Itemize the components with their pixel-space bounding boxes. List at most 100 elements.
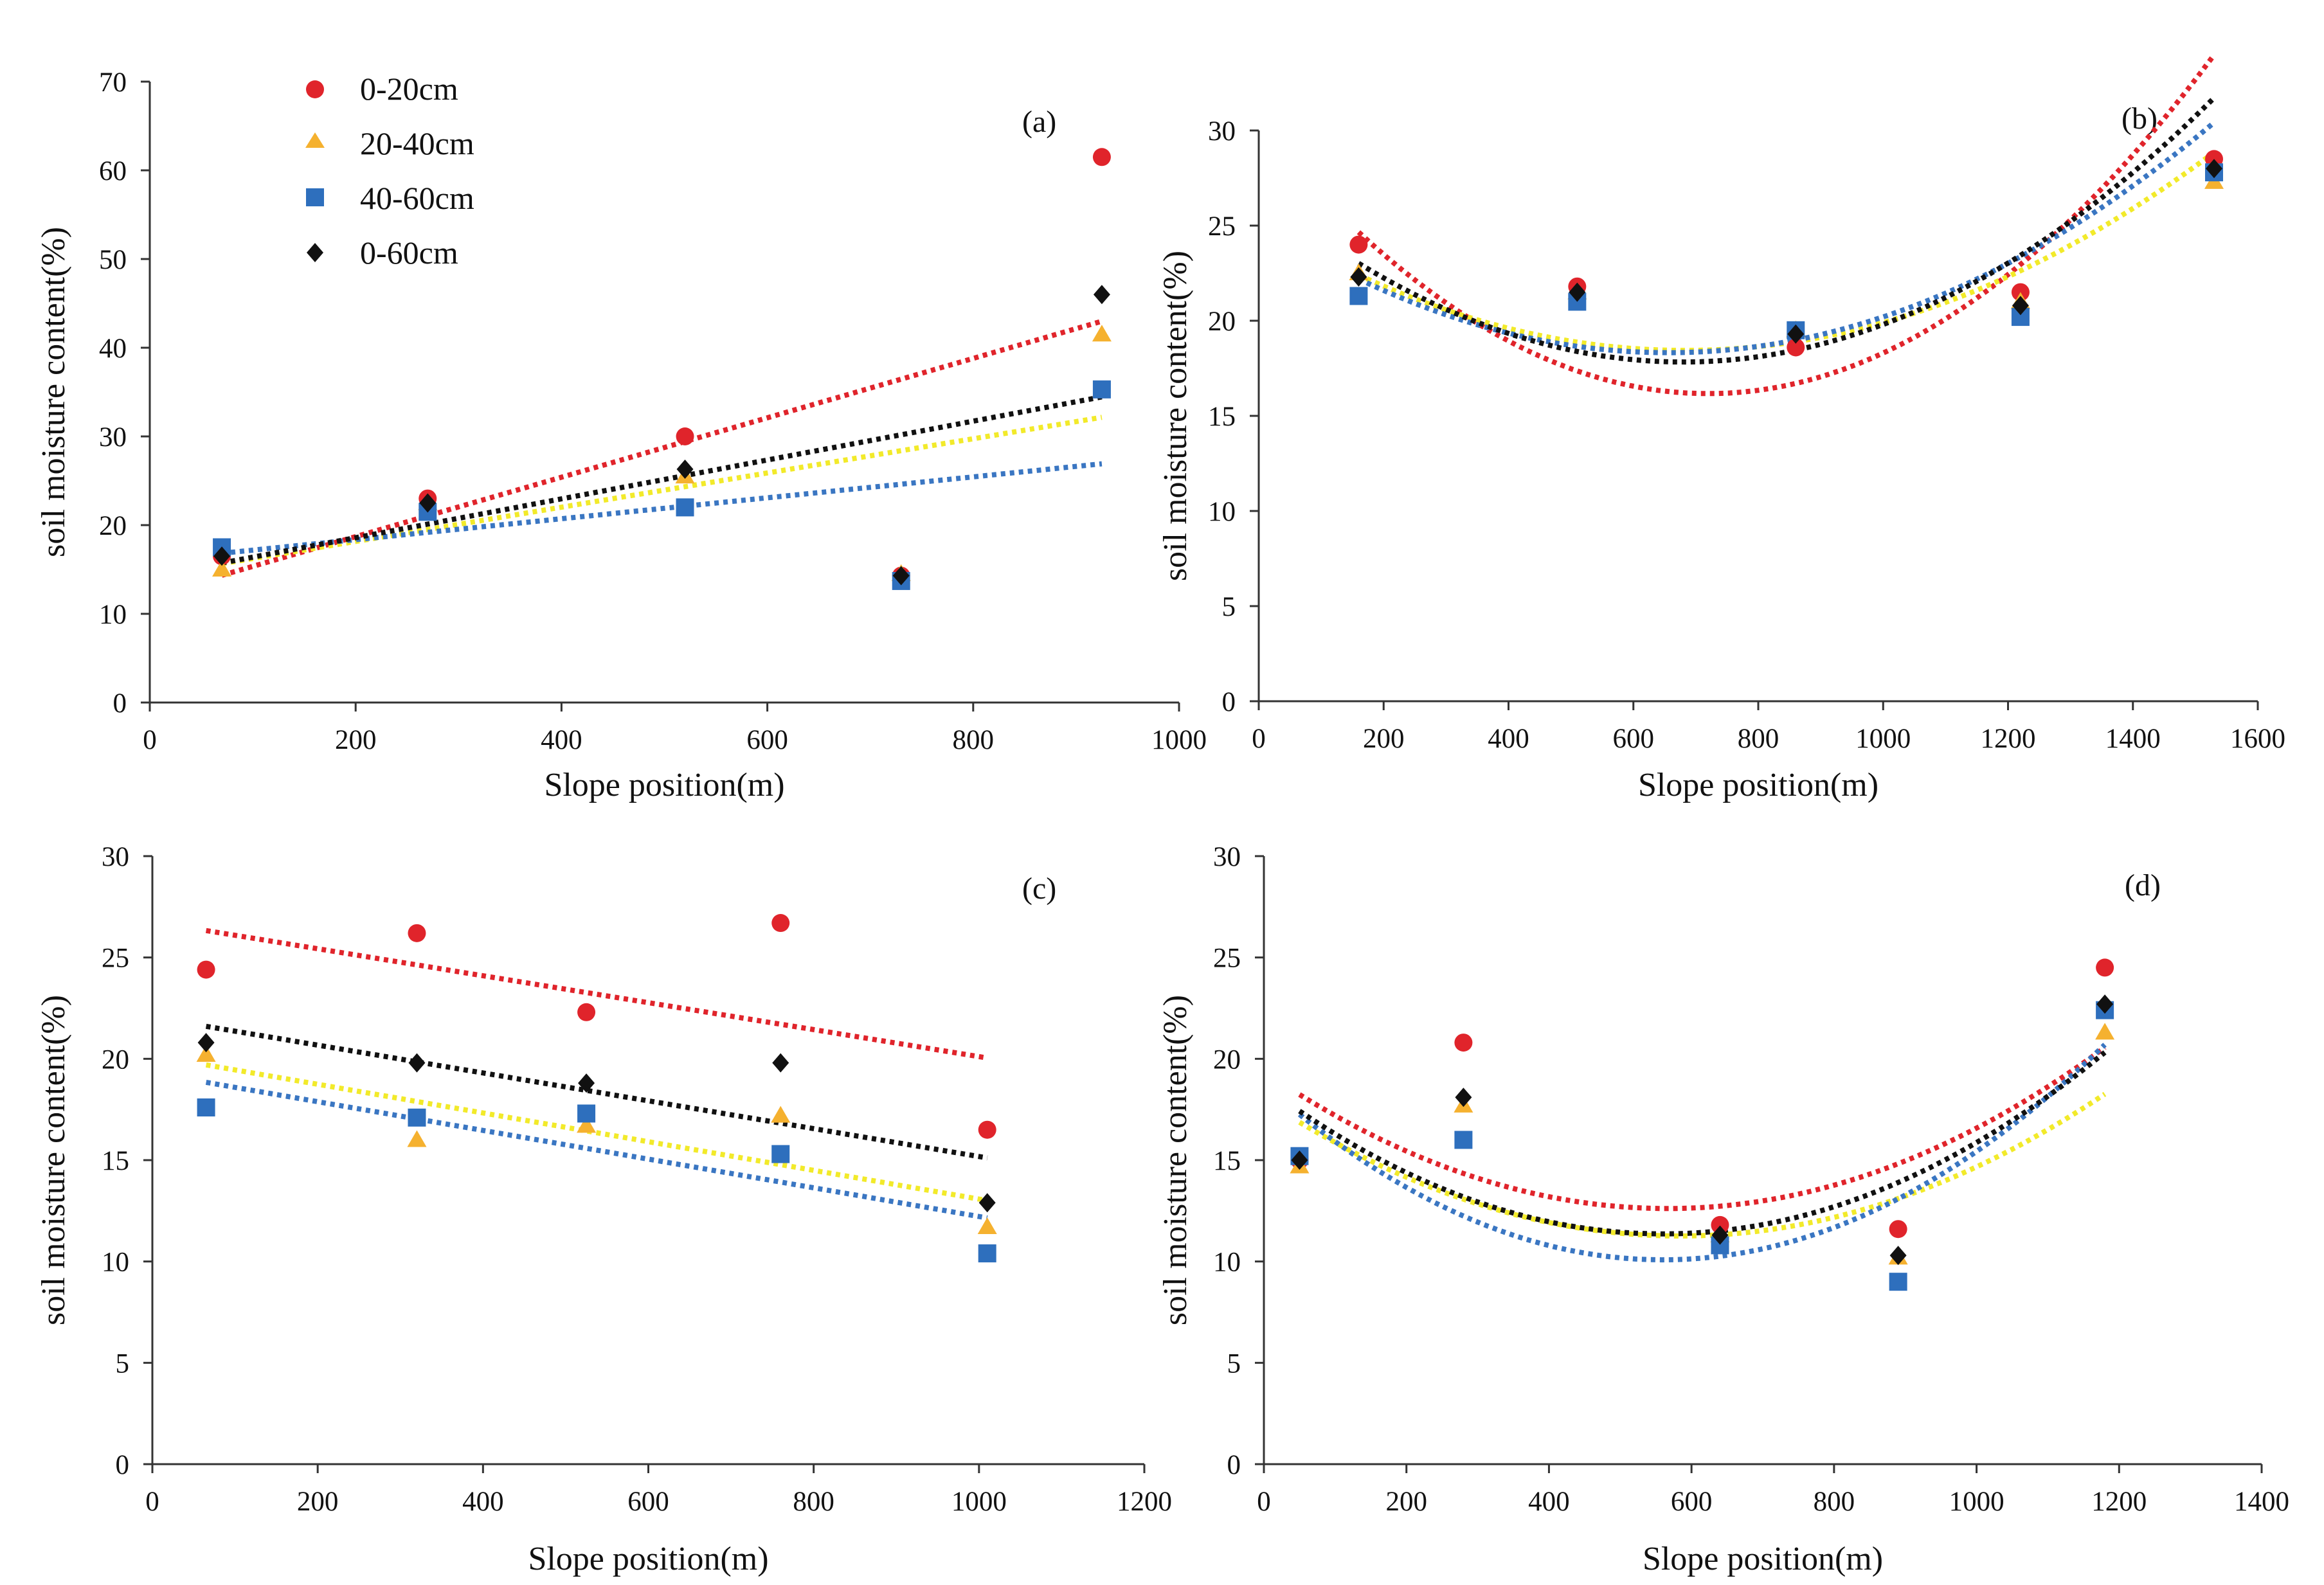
x-tick-label: 600 [746,725,788,755]
x-tick-label: 1400 [2234,1487,2289,1517]
data-point [1092,148,1111,166]
data-point [771,1145,790,1163]
y-tick-label: 25 [1213,944,1241,974]
data-point [2096,958,2114,977]
series-0-20cm [197,914,996,1139]
panel-label: (d) [2125,868,2161,902]
y-tick-label: 10 [1213,1248,1241,1278]
trendline-20-40cm [205,1062,988,1203]
data-point [771,1106,791,1123]
series-0-60cm [1291,994,2114,1266]
y-tick-label: 15 [1208,402,1236,432]
legend-label: 20-40cm [360,125,474,161]
data-point [676,460,694,479]
x-axis-title: Slope position(m) [1638,767,1878,803]
y-tick-label: 20 [102,1044,129,1075]
data-point [1889,1220,1907,1239]
x-tick-label: 0 [145,1487,159,1517]
series-40-60cm [197,1098,996,1263]
trendline-20-40cm [1298,1091,2107,1239]
data-point [977,1217,997,1235]
data-point [771,914,790,933]
y-axis-title: soil moisture content(%) [35,995,72,1325]
y-tick-label: 20 [1213,1044,1241,1075]
data-point [408,1053,426,1073]
chart-panel-d: 0 5 10 15 20 25 30 0 200 400 600 800 1000 1200 1400 Slo… [1157,842,2289,1577]
y-tick-label: 60 [99,156,127,186]
x-tick-label: 400 [1488,724,1529,754]
data-point [892,566,910,586]
x-tick-label: 1200 [1117,1487,1172,1517]
x-tick-label: 200 [1363,724,1405,754]
x-tick-label: 1000 [951,1487,1007,1517]
y-tick-label: 20 [1208,307,1236,337]
data-point [772,1053,789,1073]
y-axis-title: soil moisture content(%) [35,227,72,557]
y-tick-label: 70 [99,67,127,98]
data-point [196,1045,216,1062]
legend-marker-diamond [307,243,323,262]
data-point [676,427,694,445]
x-tick-label: 1600 [2230,724,2285,754]
trendline-40-60cm [205,1079,988,1221]
trendline-0-60cm [205,1023,988,1161]
series-0-60cm [197,1033,996,1213]
legend-marker-triangle [305,132,325,148]
data-point [676,498,694,517]
trendline-0-60cm [1298,1050,2107,1237]
x-tick-label: 1000 [1151,725,1207,755]
data-point [1787,324,1805,344]
data-point [978,1120,996,1139]
data-point [1092,380,1111,398]
data-point [1291,1151,1308,1170]
x-tick-label: 800 [953,725,995,755]
y-tick-label: 0 [116,1450,130,1480]
y-tick-label: 10 [1208,497,1236,527]
x-tick-label: 0 [1252,724,1266,754]
legend-label: 0-20cm [360,71,458,107]
legend-item-0-60cm: 0-60cm [307,235,458,271]
x-tick-label: 800 [1814,1487,1855,1517]
x-tick-label: 200 [297,1487,339,1517]
data-point [1092,325,1112,342]
series-20-40cm [196,1045,997,1235]
x-tick-label: 800 [1738,724,1779,754]
data-point [1349,235,1368,254]
data-point [577,1003,596,1021]
data-point [408,924,426,942]
y-tick-label: 5 [116,1348,130,1379]
x-tick-label: 1000 [1949,1487,2004,1517]
y-tick-label: 10 [99,600,127,630]
x-tick-label: 1000 [1855,724,1911,754]
data-point [408,1108,426,1127]
x-tick-label: 400 [462,1487,504,1517]
data-point [2095,1023,2115,1040]
data-point [2012,296,2029,316]
data-point [1787,338,1805,357]
y-tick-label: 25 [1208,211,1236,242]
data-point [197,1098,215,1117]
x-tick-label: 1400 [2105,724,2161,754]
legend-item-20-40cm: 20-40cm [305,125,474,161]
x-tick-label: 200 [1385,1487,1427,1517]
x-tick-label: 800 [793,1487,834,1517]
x-tick-label: 600 [1671,1487,1713,1517]
x-tick-label: 600 [627,1487,669,1517]
legend-item-40-60cm: 40-60cm [306,180,474,216]
y-tick-label: 0 [113,688,127,719]
data-point [1454,1034,1473,1052]
x-tick-label: 1200 [1981,724,2036,754]
data-point [1711,1215,1729,1234]
legend-label: 40-60cm [360,180,474,216]
chart-panel-b: 0 5 10 15 20 25 30 0 200 400 600 800 1000 1200 1400 160… [1157,53,2285,803]
y-tick-label: 5 [1227,1348,1241,1379]
y-tick-label: 50 [99,245,127,275]
y-tick-label: 0 [1222,687,1236,717]
series-0-60cm [1350,159,2223,344]
x-tick-label: 400 [1528,1487,1570,1517]
data-point [1349,287,1368,305]
x-axis-title: Slope position(m) [1643,1541,1883,1577]
data-point [1350,267,1367,287]
